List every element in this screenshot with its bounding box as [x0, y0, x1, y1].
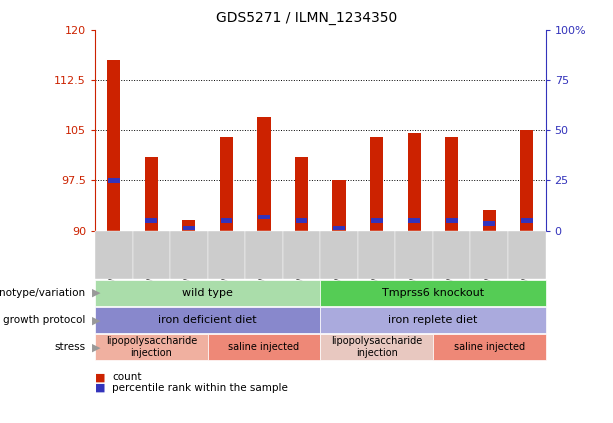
- Bar: [483, 222, 495, 226]
- Text: ▶: ▶: [92, 342, 101, 352]
- Bar: [408, 133, 421, 231]
- Text: saline injected: saline injected: [454, 342, 525, 352]
- Text: lipopolysaccharide
injection: lipopolysaccharide injection: [105, 336, 197, 358]
- Bar: [521, 218, 533, 223]
- Text: ■: ■: [95, 372, 105, 382]
- Bar: [107, 60, 120, 231]
- Bar: [408, 218, 420, 223]
- Bar: [333, 225, 345, 230]
- Bar: [145, 157, 158, 231]
- Bar: [520, 130, 533, 231]
- Bar: [258, 215, 270, 220]
- Text: ▶: ▶: [92, 288, 101, 298]
- Text: iron replete diet: iron replete diet: [388, 315, 478, 325]
- Text: growth protocol: growth protocol: [4, 315, 86, 325]
- Text: GDS5271 / ILMN_1234350: GDS5271 / ILMN_1234350: [216, 11, 397, 25]
- Bar: [332, 180, 346, 231]
- Text: ■: ■: [95, 383, 105, 393]
- Bar: [182, 220, 196, 231]
- Text: saline injected: saline injected: [229, 342, 300, 352]
- Bar: [145, 218, 158, 223]
- Text: lipopolysaccharide
injection: lipopolysaccharide injection: [331, 336, 422, 358]
- Bar: [220, 137, 233, 231]
- Text: iron deficient diet: iron deficient diet: [158, 315, 257, 325]
- Text: percentile rank within the sample: percentile rank within the sample: [112, 383, 288, 393]
- Bar: [221, 218, 232, 223]
- Bar: [295, 218, 308, 223]
- Bar: [371, 218, 383, 223]
- Bar: [482, 211, 496, 231]
- Text: wild type: wild type: [182, 288, 233, 298]
- Bar: [183, 225, 195, 230]
- Bar: [257, 117, 270, 231]
- Bar: [108, 178, 120, 183]
- Bar: [446, 218, 458, 223]
- Text: count: count: [112, 372, 142, 382]
- Bar: [370, 137, 383, 231]
- Bar: [445, 137, 459, 231]
- Text: Tmprss6 knockout: Tmprss6 knockout: [382, 288, 484, 298]
- Text: genotype/variation: genotype/variation: [0, 288, 86, 298]
- Bar: [295, 157, 308, 231]
- Text: stress: stress: [55, 342, 86, 352]
- Text: ▶: ▶: [92, 315, 101, 325]
